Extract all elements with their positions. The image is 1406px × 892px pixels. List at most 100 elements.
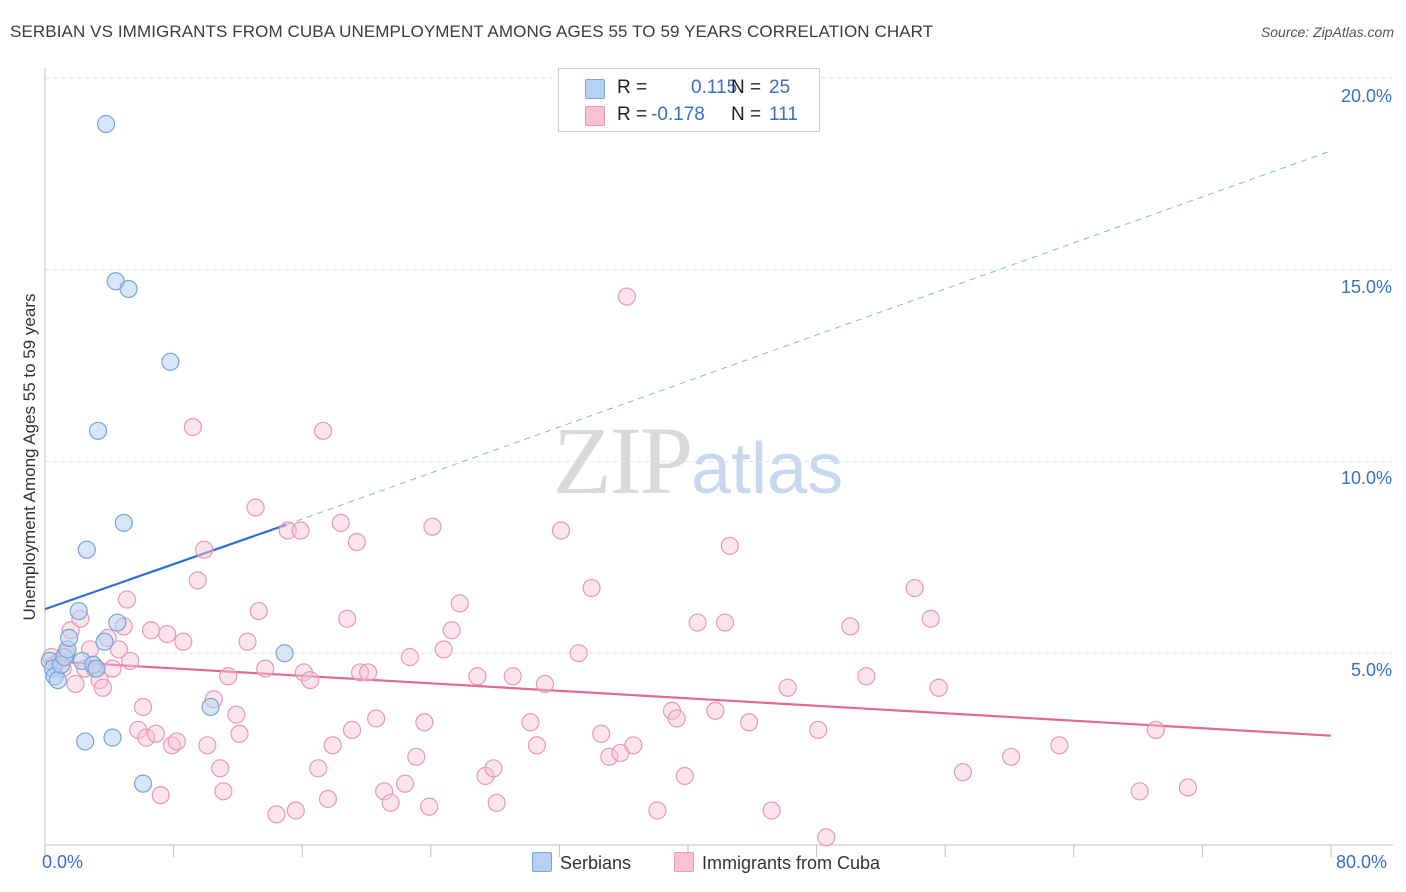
serbians-n-value: 25 bbox=[769, 77, 791, 98]
cuba-point-86 bbox=[624, 736, 643, 755]
cuba-point-58 bbox=[359, 663, 378, 682]
cuba-point-99 bbox=[817, 828, 836, 847]
cuba-point-68 bbox=[434, 640, 453, 659]
y-tick-label-5: 5.0% bbox=[1350, 660, 1392, 680]
cuba-point-101 bbox=[857, 667, 876, 686]
serbians-r-label: R = bbox=[617, 77, 648, 98]
serbians-point-3 bbox=[48, 670, 67, 690]
cuba-point-56 bbox=[347, 532, 366, 552]
bottom-serbians-label: Serbians bbox=[560, 853, 632, 873]
cuba-point-109 bbox=[1146, 720, 1165, 740]
serbians-point-11 bbox=[77, 540, 96, 559]
trend-layer bbox=[44, 150, 1332, 737]
cuba-point-85 bbox=[617, 287, 637, 306]
points-layer bbox=[40, 114, 1198, 847]
cuba-point-29 bbox=[183, 417, 202, 437]
cuba-point-27 bbox=[167, 732, 186, 751]
grid-layer bbox=[45, 77, 1393, 654]
serbians-point-14 bbox=[88, 421, 108, 440]
serbians-point-10 bbox=[76, 732, 95, 751]
cuba-point-108 bbox=[1130, 782, 1149, 801]
x-tick-label-max: 80.0% bbox=[1336, 852, 1388, 872]
serbians-point-22 bbox=[133, 774, 153, 793]
cuba-point-78 bbox=[535, 674, 555, 694]
x-tick-label-min: 0.0% bbox=[42, 852, 84, 872]
cuba-point-71 bbox=[468, 667, 487, 686]
cuba-point-76 bbox=[521, 713, 540, 732]
cuba-point-95 bbox=[739, 713, 759, 732]
cuba-point-41 bbox=[249, 601, 268, 621]
cuba-point-89 bbox=[667, 709, 686, 728]
cuba-point-36 bbox=[219, 667, 238, 686]
cuba-point-91 bbox=[688, 613, 707, 632]
cuba-point-14 bbox=[103, 659, 122, 678]
cuba-point-32 bbox=[198, 736, 217, 755]
cuba-point-94 bbox=[720, 536, 739, 555]
cuba-point-59 bbox=[367, 709, 386, 728]
cuba-point-54 bbox=[338, 609, 357, 628]
cuba-point-18 bbox=[121, 651, 140, 671]
cuba-point-17 bbox=[117, 590, 137, 609]
cuba-point-97 bbox=[778, 678, 797, 697]
cuba-point-48 bbox=[301, 670, 320, 690]
cuba-point-75 bbox=[503, 667, 522, 686]
cuba-point-110 bbox=[1178, 778, 1198, 797]
watermark-zip: ZIP bbox=[553, 407, 693, 514]
serbians-point-23 bbox=[161, 352, 180, 371]
cuba-point-92 bbox=[706, 701, 725, 720]
cuba-point-21 bbox=[137, 728, 156, 747]
bottom-cuba-swatch bbox=[674, 852, 694, 872]
bottom-legend-cuba: Immigrants from Cuba bbox=[674, 852, 880, 874]
bottom-serbians-swatch bbox=[532, 852, 552, 872]
cuba-point-55 bbox=[342, 720, 362, 740]
cuba-point-66 bbox=[420, 797, 439, 816]
cuba-point-35 bbox=[214, 782, 233, 801]
cuba-point-23 bbox=[146, 724, 166, 743]
cuba-point-53 bbox=[331, 513, 350, 532]
serbians-point-21 bbox=[119, 279, 138, 299]
cuba-point-60 bbox=[375, 782, 394, 801]
cuba-point-65 bbox=[415, 713, 434, 732]
cuba-point-98 bbox=[809, 720, 828, 740]
serbians-point-13 bbox=[87, 659, 106, 678]
cuba-point-62 bbox=[395, 774, 415, 793]
serbians-point-24 bbox=[201, 697, 220, 717]
cuba-point-102 bbox=[905, 578, 924, 598]
cuba-point-30 bbox=[188, 571, 207, 590]
cuba-point-20 bbox=[133, 697, 153, 717]
cuba-point-6 bbox=[66, 674, 85, 694]
cuba-point-42 bbox=[256, 659, 275, 678]
cuba-r-value: -0.178 bbox=[651, 104, 705, 125]
cuba-point-103 bbox=[921, 609, 940, 628]
serbians-n-label: N = bbox=[731, 77, 762, 98]
legend-row-serbians: R = 0.115 N = 25 bbox=[559, 75, 819, 101]
cuba-point-46 bbox=[291, 521, 310, 540]
cuba-point-90 bbox=[675, 766, 694, 786]
axis-layer bbox=[44, 68, 1393, 857]
serbians-point-25 bbox=[275, 644, 294, 663]
cuba-point-87 bbox=[648, 801, 667, 820]
correlation-legend: R = 0.115 N = 25 R = -0.178 N = 111 bbox=[558, 68, 820, 132]
serbians-trend-line bbox=[44, 523, 287, 611]
cuba-point-40 bbox=[246, 498, 265, 517]
cuba-point-93 bbox=[715, 613, 735, 632]
cuba-point-22 bbox=[141, 621, 161, 640]
cuba-point-44 bbox=[278, 521, 297, 540]
watermark: ZIPatlas bbox=[553, 405, 843, 516]
cuba-point-83 bbox=[600, 747, 619, 766]
cuba-r-label: R = bbox=[617, 104, 648, 125]
cuba-point-107 bbox=[1050, 736, 1069, 755]
cuba-point-77 bbox=[527, 736, 546, 755]
cuba-point-34 bbox=[211, 759, 230, 778]
cuba-point-105 bbox=[953, 763, 972, 782]
serbians-point-17 bbox=[103, 728, 122, 747]
cuba-point-61 bbox=[381, 793, 400, 812]
cuba-point-50 bbox=[313, 421, 333, 440]
cuba-point-43 bbox=[267, 805, 286, 824]
cuba-point-51 bbox=[318, 789, 338, 809]
cuba-point-100 bbox=[841, 617, 860, 636]
source-label: Source: ZipAtlas.com bbox=[1260, 24, 1394, 40]
serbians-point-16 bbox=[96, 114, 116, 134]
chart-title: SERBIAN VS IMMIGRANTS FROM CUBA UNEMPLOY… bbox=[10, 22, 934, 41]
